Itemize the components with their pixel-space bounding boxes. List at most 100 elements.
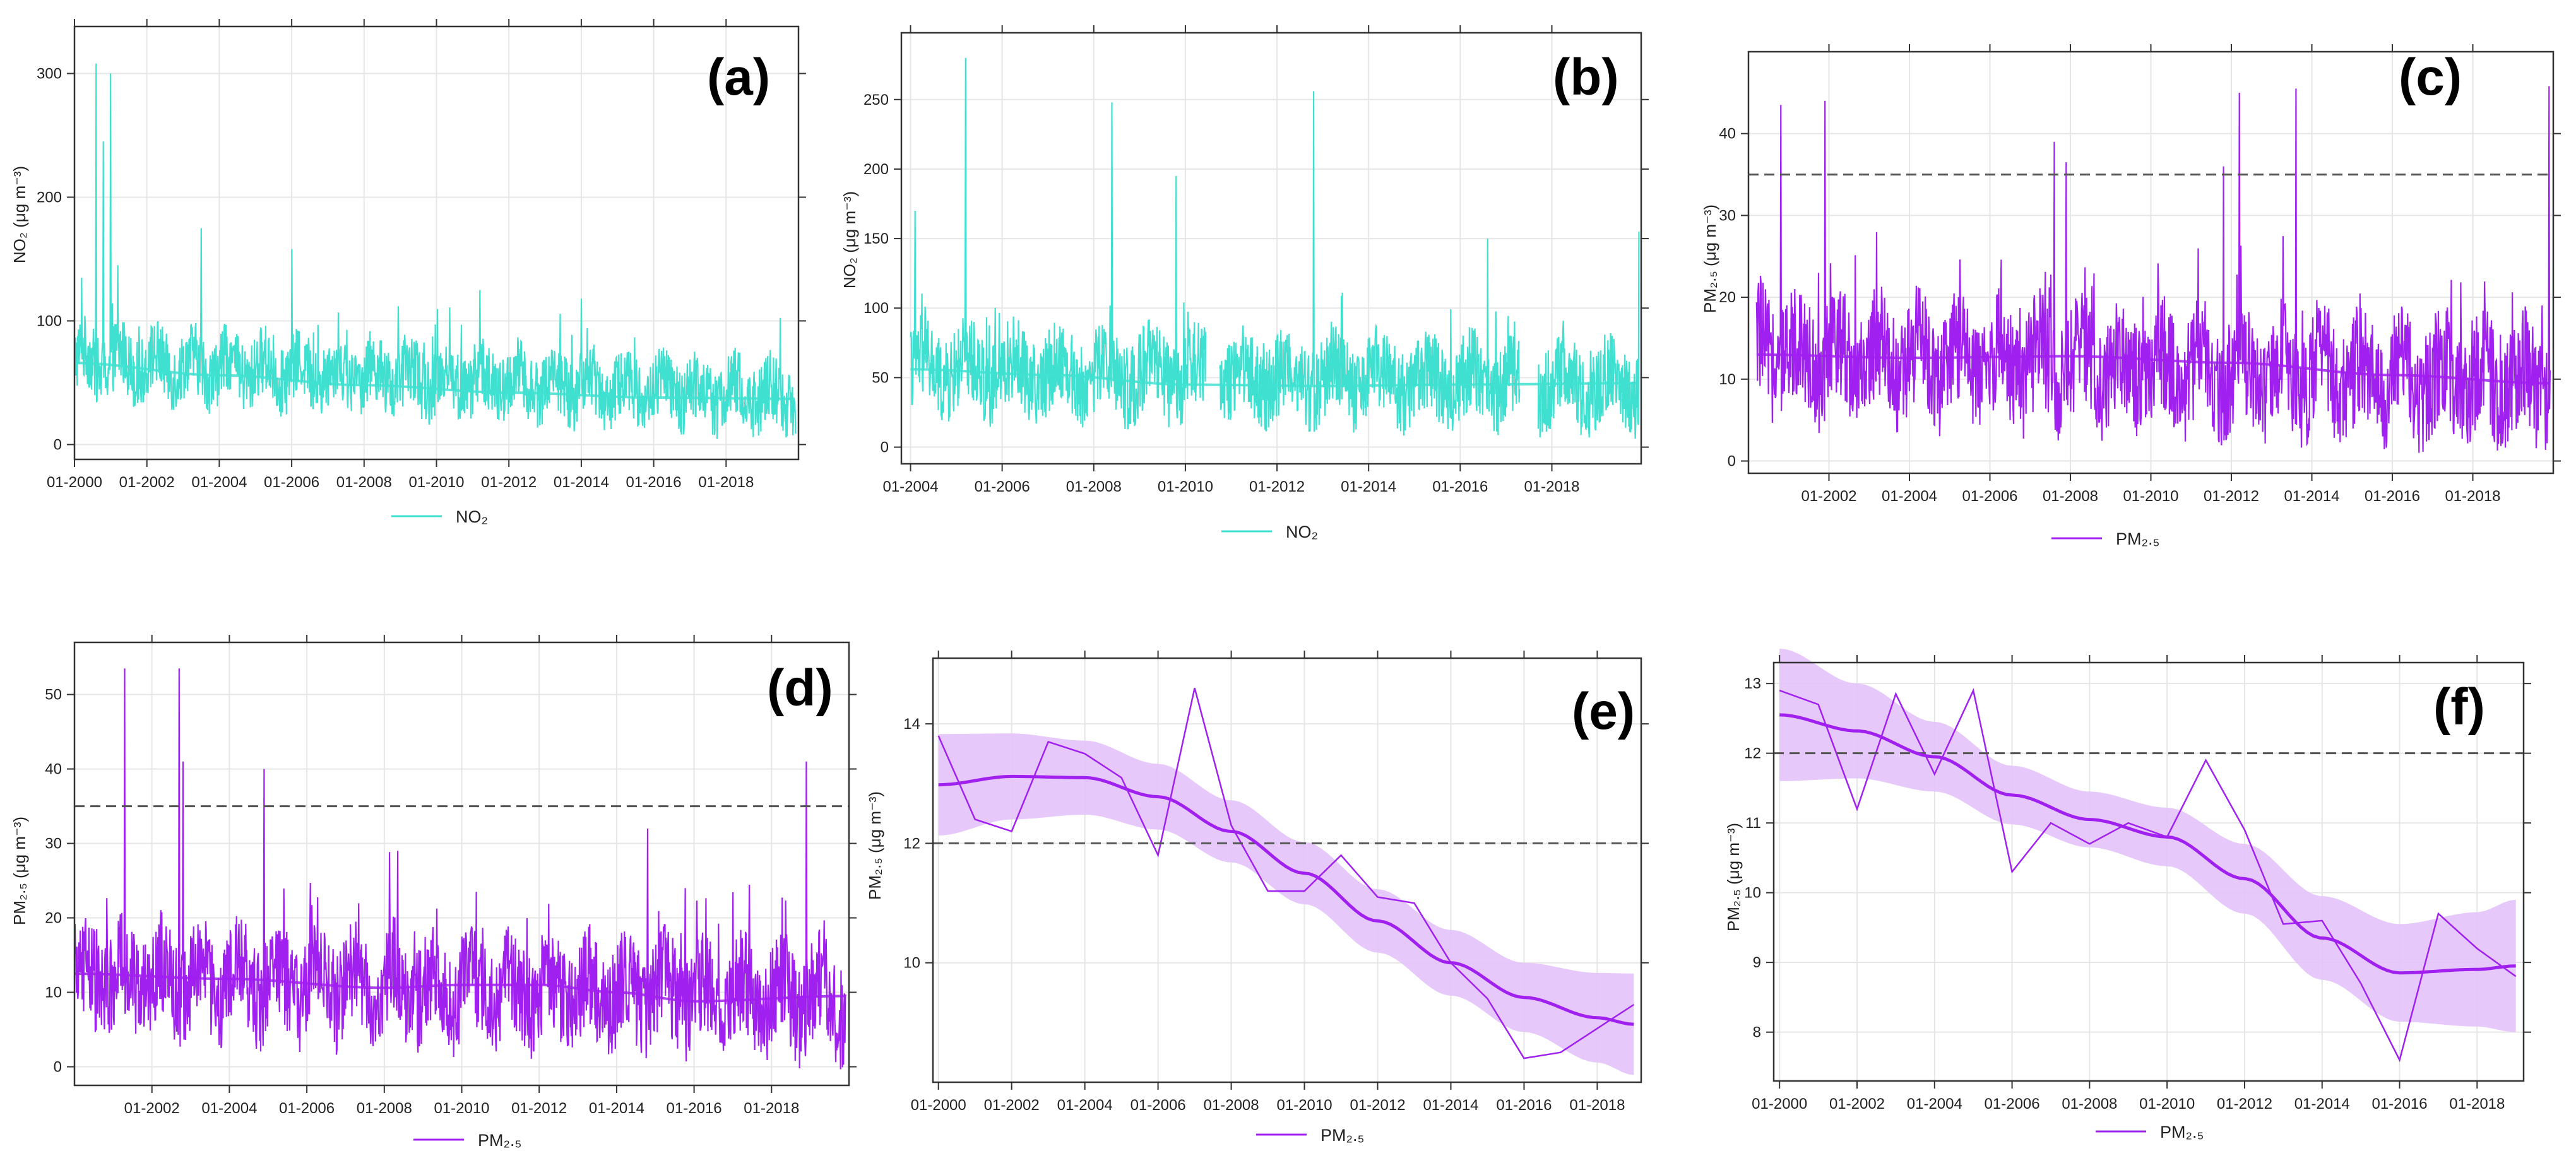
- panel-c-ytick-label: 10: [1719, 371, 1736, 388]
- panel-c-series: [1755, 86, 2551, 453]
- panel-e-legend: PM₂.₅: [1256, 1126, 1364, 1145]
- panel-a-legend: NO₂: [391, 507, 488, 526]
- panel-a-ytick-label: 200: [37, 189, 62, 206]
- panel-b-ytick-label: 0: [881, 439, 889, 456]
- panel-c-xticks: 01-2002 01-2004 01-2006 01-2008 01-2010 01-20…: [1801, 44, 2501, 505]
- panel-e-xtick-label: 01-2012: [1350, 1097, 1405, 1114]
- panel-e-ylabel: PM₂.₅ (μg m⁻³): [865, 791, 884, 900]
- panel-f-xtick-label: 01-2006: [1985, 1095, 2040, 1113]
- panel-d-daily-series: [73, 668, 847, 1070]
- panel-a-xtick-label: 01-2000: [47, 474, 102, 491]
- panel-b-xtick-label: 01-2018: [1524, 478, 1579, 495]
- panel-e-ytick-label: 12: [903, 835, 920, 852]
- panel-c-xtick-label: 01-2010: [2123, 488, 2178, 505]
- panel-d-ytick-label: 40: [45, 761, 62, 778]
- panel-a-ytick-label: 300: [37, 65, 62, 82]
- panel-a-xtick-label: 01-2006: [264, 474, 319, 491]
- panel-e-band: [938, 733, 1634, 1075]
- panel-e-yticks: 10 12 14: [903, 716, 1649, 972]
- panel-a-grid: [74, 27, 798, 459]
- panel-b-xtick-label: 01-2008: [1066, 478, 1122, 495]
- panel-f-plot-frame: [1772, 661, 2525, 1082]
- panel-f-xtick-label: 01-2014: [2294, 1095, 2350, 1113]
- panel-b-ytick-label: 100: [864, 300, 889, 317]
- panel-f-xtick-label: 01-2010: [2139, 1095, 2195, 1113]
- panel-a-daily-series: [73, 63, 797, 439]
- panel-c-ytick-label: 20: [1719, 289, 1736, 306]
- panel-f-ytick-label: 12: [1744, 745, 1761, 762]
- panel-e-xtick-label: 01-2008: [1204, 1097, 1259, 1114]
- panel-d-xtick-label: 01-2014: [589, 1100, 644, 1117]
- panel-d-ylabel: PM₂.₅ (μg m⁻³): [10, 817, 29, 925]
- panel-c-ytick-label: 0: [1728, 453, 1736, 470]
- panel-f-xtick-label: 01-2004: [1907, 1095, 1962, 1113]
- panel-f-ytick-label: 11: [1745, 815, 1761, 832]
- panel-b-xticks: 01-2004 01-2006 01-2008 01-2010 01-2012 01-20…: [882, 25, 1580, 495]
- panel-e-legend-label: PM₂.₅: [1321, 1126, 1364, 1145]
- panel-f-ytick-label: 8: [1753, 1024, 1761, 1041]
- panel-b-ytick-label: 50: [872, 369, 889, 386]
- panel-e-plot-frame: [932, 657, 1642, 1083]
- panel-b-legend: NO₂: [1221, 522, 1318, 541]
- panel-e-trend-line: [938, 774, 1634, 1026]
- panel-b-ylabel: NO₂ (μg m⁻³): [840, 191, 859, 288]
- panel-f-label: (f): [2433, 678, 2485, 736]
- panel-f-xtick-label: 01-2012: [2217, 1095, 2272, 1113]
- panel-f-xtick-label: 01-2000: [1752, 1095, 1807, 1113]
- panel-a-xtick-label: 01-2012: [481, 474, 537, 491]
- panel-d-grid: [74, 642, 849, 1085]
- panel-f-series: [1779, 688, 2517, 1063]
- panel-e-trend: [933, 774, 1641, 1026]
- panel-f-xticks: 01-2000 01-2002 01-2004 01-2006 01-2008 01-20…: [1752, 655, 2505, 1113]
- panel-f-frame: [1772, 661, 2525, 1082]
- panel-c-ylabel: PM₂.₅ (μg m⁻³): [1701, 204, 1719, 313]
- panel-e-xtick-label: 01-2018: [1569, 1097, 1625, 1114]
- panel-a-trend: [74, 362, 795, 400]
- panel-d-xtick-label: 01-2012: [511, 1100, 567, 1117]
- panel-b-ytick-label: 150: [864, 230, 889, 247]
- panel-d-xtick-label: 01-2002: [124, 1100, 180, 1117]
- panel-b-xtick-label: 01-2010: [1158, 478, 1213, 495]
- panel-c-ytick-label: 40: [1719, 126, 1736, 143]
- panel-b-xtick-label: 01-2012: [1249, 478, 1305, 495]
- panel-f-xtick-label: 01-2008: [2062, 1095, 2117, 1113]
- panel-d-yticks: 0 10 20 30 40 50: [45, 687, 857, 1076]
- panel-e-xtick-label: 01-2010: [1277, 1097, 1333, 1114]
- panel-f-trend-line: [1779, 713, 2516, 975]
- panel-c-yticks: 0 10 20 30 40: [1719, 126, 2561, 470]
- panel-b-plot-frame: [900, 32, 1642, 465]
- panel-c-xtick-label: 01-2004: [1882, 488, 1937, 505]
- panel-c-xtick-label: 01-2008: [2043, 488, 2098, 505]
- panel-a-yticks: 0 100 200 300: [37, 65, 806, 453]
- panel-d-ytick-label: 30: [45, 835, 62, 853]
- panel-e-ytick-label: 10: [903, 955, 920, 972]
- panel-a-ylabel: NO₂ (μg m⁻³): [10, 166, 29, 263]
- panel-e-frame: [932, 657, 1642, 1083]
- panel-b-legend-label: NO₂: [1286, 522, 1318, 541]
- panel-f-ylabel: PM₂.₅ (μg m⁻³): [1724, 823, 1743, 931]
- panel-c-xtick-label: 01-2012: [2204, 488, 2259, 505]
- panel-c-label: (c): [2399, 49, 2462, 106]
- panel-e-label: (e): [1572, 683, 1635, 740]
- panel-d-ytick-label: 10: [45, 984, 62, 1001]
- panel-a-xtick-label: 01-2014: [554, 474, 609, 491]
- panel-b-frame: [900, 32, 1642, 465]
- panel-e-ytick-label: 14: [903, 716, 920, 733]
- panel-e-xticks: 01-2000 01-2002 01-2004 01-2006 01-2008 01-20…: [911, 651, 1625, 1114]
- panel-d-legend: PM₂.₅: [413, 1131, 521, 1150]
- panel-a-xtick-label: 01-2002: [119, 474, 175, 491]
- panel-d-ytick-label: 20: [45, 910, 62, 927]
- panel-d-trend: [74, 805, 849, 1003]
- panel-b-daily-series: [910, 57, 1640, 439]
- panel-d-xtick-label: 01-2004: [201, 1100, 257, 1117]
- panel-b-xtick-label: 01-2006: [975, 478, 1030, 495]
- panel-b-xtick-label: 01-2016: [1432, 478, 1488, 495]
- panel-a-label: (a): [707, 49, 770, 106]
- panel-b-ytick-label: 200: [864, 161, 889, 178]
- panel-b-xtick-label: 01-2004: [882, 478, 938, 495]
- panel-c-ytick-label: 30: [1719, 207, 1736, 224]
- panel-d-series: [73, 668, 847, 1070]
